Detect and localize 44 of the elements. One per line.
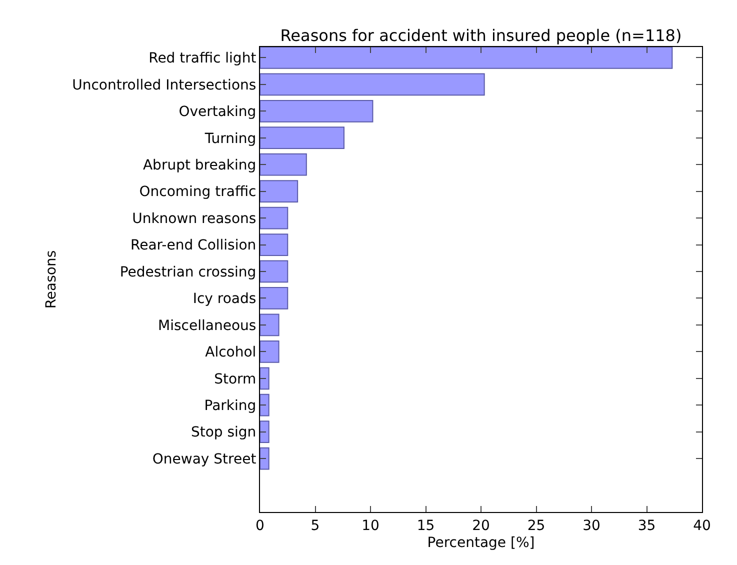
y-tick-label: Icy roads (192, 291, 256, 308)
bar (260, 420, 270, 444)
x-tick-label: 5 (310, 518, 320, 534)
x-tick-label: 35 (638, 518, 656, 534)
y-tick-label: Abrupt breaking (142, 157, 256, 174)
y-tick-label: Pedestrian crossing (120, 264, 256, 280)
y-tick-label: Stop sign (190, 424, 256, 441)
bar (260, 367, 270, 390)
bar (260, 260, 288, 283)
y-tick-label: Rear-end Collision (130, 238, 256, 254)
y-tick-label: Storm (214, 371, 256, 388)
y-tick-label: Miscellaneous (158, 318, 256, 334)
x-tick-label: 15 (416, 518, 435, 534)
bar (260, 100, 374, 122)
y-tick-label: Alcohol (205, 344, 256, 361)
x-axis-title: Percentage [%] (427, 535, 535, 552)
bar (260, 73, 485, 96)
bar (260, 314, 280, 336)
y-tick-label: Turning (204, 130, 256, 147)
y-tick-label: Overtaking (178, 104, 256, 120)
x-tick-label: 10 (362, 518, 380, 534)
bar (260, 153, 307, 176)
chart-title: Reasons for accident with insured people (n=118) (280, 26, 682, 45)
bar (260, 47, 673, 69)
x-tick-label: 0 (256, 518, 264, 534)
y-tick-label: Parking (204, 398, 256, 414)
y-tick-label: Oncoming traffic (139, 184, 256, 200)
bar (260, 394, 270, 416)
y-tick-label: Unknown reasons (132, 210, 256, 227)
y-tick-label: Uncontrolled Intersections (72, 77, 256, 94)
x-tick-label: 20 (472, 518, 490, 534)
bar (260, 340, 280, 363)
bar (260, 180, 298, 202)
bar (260, 234, 288, 256)
x-tick-label: 40 (693, 518, 711, 534)
y-axis-title: Reasons (44, 250, 60, 309)
bar (260, 287, 288, 310)
y-tick-label: Red traffic light (148, 50, 257, 67)
bar (260, 126, 344, 150)
bar (260, 447, 270, 470)
y-tick-label: Oneway Street (152, 451, 257, 468)
bar (260, 206, 288, 230)
x-tick-label: 30 (582, 518, 600, 534)
x-tick-label: 25 (527, 518, 546, 534)
